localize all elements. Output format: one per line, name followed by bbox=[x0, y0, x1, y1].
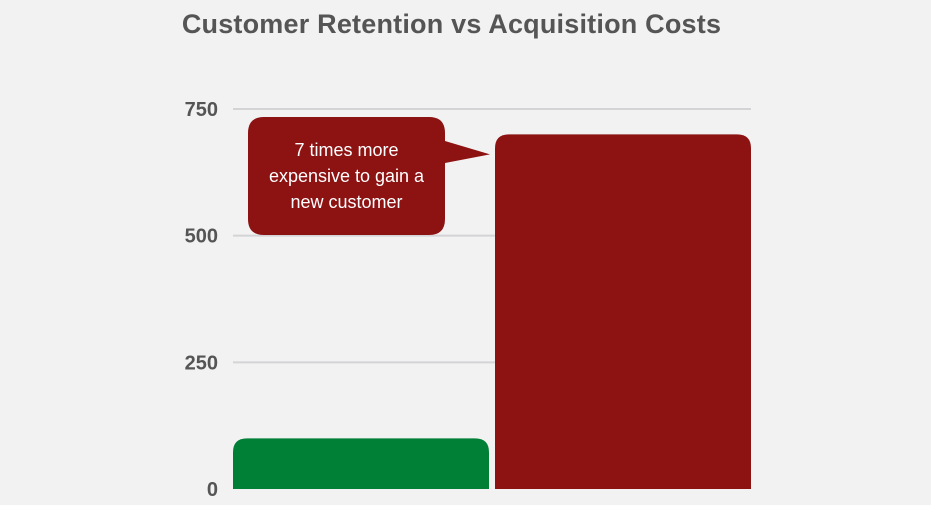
bar bbox=[233, 438, 489, 489]
chart-title: Customer Retention vs Acquisition Costs bbox=[181, 9, 722, 39]
annotation-text-line: expensive to gain a bbox=[269, 166, 425, 186]
annotation-text-line: new customer bbox=[290, 192, 402, 212]
y-tick-label: 750 bbox=[185, 99, 218, 121]
y-tick-label: 250 bbox=[185, 352, 218, 374]
annotation-text-line: 7 times more bbox=[294, 140, 398, 160]
y-tick-label: 500 bbox=[185, 226, 218, 248]
y-tick-label: 0 bbox=[207, 479, 218, 501]
annotation-callout bbox=[248, 117, 490, 235]
bar bbox=[495, 134, 751, 490]
